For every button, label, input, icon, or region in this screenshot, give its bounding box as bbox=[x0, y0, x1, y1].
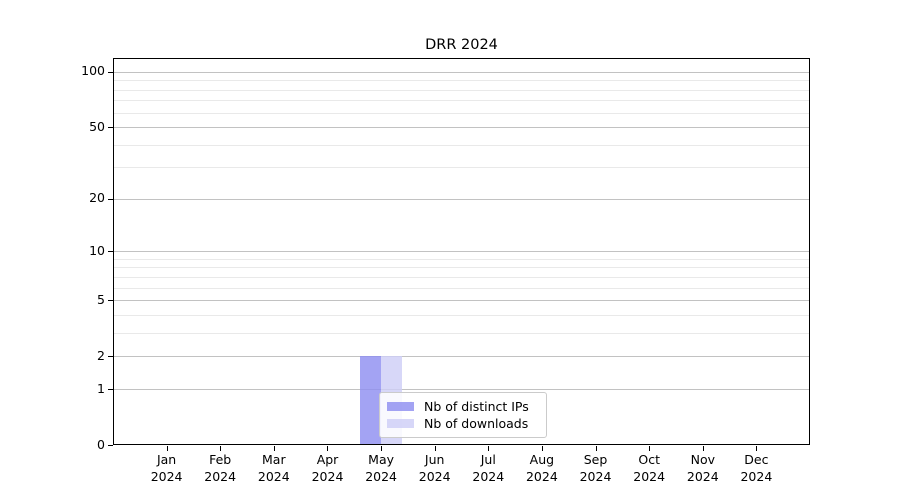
y-gridline-minor bbox=[114, 314, 810, 316]
chart-title: DRR 2024 bbox=[425, 37, 498, 53]
x-tick-label: Nov 2024 bbox=[686, 452, 719, 484]
y-gridline-minor bbox=[114, 332, 810, 334]
x-tick bbox=[435, 446, 436, 451]
y-tick-label: 5 bbox=[97, 291, 105, 307]
y-tick-label: 2 bbox=[97, 347, 105, 363]
x-tick bbox=[274, 446, 275, 451]
bar-distinct-ips bbox=[359, 356, 381, 445]
x-tick-label: May 2024 bbox=[365, 452, 397, 484]
y-gridline-major bbox=[114, 71, 810, 73]
y-gridline-minor bbox=[114, 144, 810, 146]
legend: Nb of distinct IPs Nb of downloads bbox=[379, 392, 547, 438]
y-tick bbox=[108, 251, 113, 252]
x-tick bbox=[327, 446, 328, 451]
x-tick bbox=[542, 446, 543, 451]
x-tick-label: Feb 2024 bbox=[204, 452, 237, 484]
x-tick bbox=[488, 446, 489, 451]
x-tick bbox=[703, 446, 704, 451]
x-tick bbox=[596, 446, 597, 451]
x-tick-label: Jan 2024 bbox=[150, 452, 183, 484]
y-gridline-minor bbox=[114, 258, 810, 260]
y-gridline-minor bbox=[114, 80, 810, 82]
x-tick-label: Dec 2024 bbox=[740, 452, 773, 484]
y-tick bbox=[108, 72, 113, 73]
legend-swatch-downloads-icon bbox=[387, 419, 414, 428]
legend-label-distinct-ips: Nb of distinct IPs bbox=[424, 399, 529, 414]
y-tick-label: 10 bbox=[89, 242, 105, 258]
y-gridline-minor bbox=[114, 167, 810, 169]
x-tick bbox=[756, 446, 757, 451]
y-gridline-minor bbox=[114, 276, 810, 278]
y-gridline-major bbox=[114, 300, 810, 302]
y-gridline-major bbox=[114, 251, 810, 253]
y-gridline-minor bbox=[114, 287, 810, 289]
x-tick-label: Mar 2024 bbox=[257, 452, 290, 484]
legend-item-downloads: Nb of downloads bbox=[387, 416, 539, 431]
y-gridline-minor bbox=[114, 89, 810, 91]
y-tick-label: 0 bbox=[97, 436, 105, 452]
y-tick bbox=[108, 300, 113, 301]
y-gridline-major bbox=[114, 127, 810, 129]
y-tick bbox=[108, 389, 113, 390]
y-gridline-minor bbox=[114, 112, 810, 114]
x-tick-label: Aug 2024 bbox=[525, 452, 558, 484]
y-tick-label: 50 bbox=[89, 118, 105, 134]
y-tick bbox=[108, 356, 113, 357]
x-tick bbox=[220, 446, 221, 451]
y-tick-label: 1 bbox=[97, 380, 105, 396]
legend-item-distinct-ips: Nb of distinct IPs bbox=[387, 399, 539, 414]
y-gridline-major bbox=[114, 389, 810, 390]
x-tick bbox=[167, 446, 168, 451]
y-gridline-minor bbox=[114, 100, 810, 102]
y-tick bbox=[108, 199, 113, 200]
x-tick-label: Sep 2024 bbox=[579, 452, 612, 484]
y-tick bbox=[108, 445, 113, 446]
x-tick-label: Apr 2024 bbox=[311, 452, 344, 484]
x-tick bbox=[649, 446, 650, 451]
x-tick-label: Jun 2024 bbox=[418, 452, 451, 484]
x-tick-label: Jul 2024 bbox=[472, 452, 505, 484]
legend-swatch-distinct-ips-icon bbox=[387, 402, 414, 411]
legend-label-downloads: Nb of downloads bbox=[424, 416, 529, 431]
x-tick-label: Oct 2024 bbox=[633, 452, 666, 484]
y-tick-label: 20 bbox=[89, 190, 105, 206]
x-tick bbox=[381, 446, 382, 451]
y-gridline-major bbox=[114, 198, 810, 200]
y-tick-label: 100 bbox=[81, 63, 105, 79]
y-tick bbox=[108, 127, 113, 128]
y-gridline-major bbox=[114, 356, 810, 358]
y-gridline-minor bbox=[114, 267, 810, 269]
